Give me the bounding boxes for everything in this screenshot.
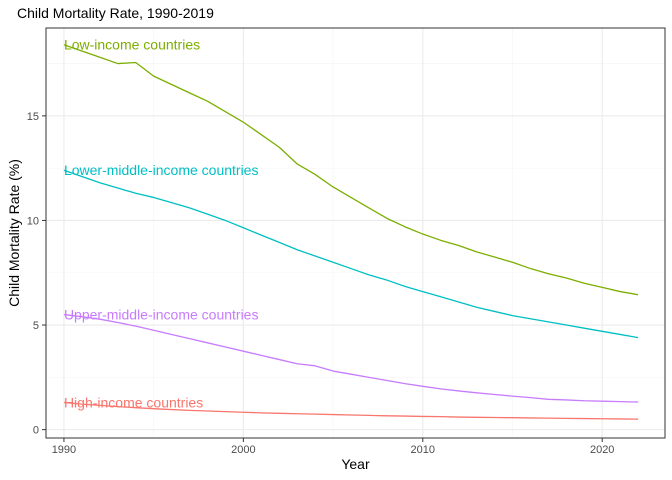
- series-line: [63, 313, 639, 403]
- y-axis: 0 5 10 15: [27, 111, 46, 437]
- x-tick-label: 1990: [52, 444, 76, 456]
- x-tick-label: 2010: [411, 444, 435, 456]
- y-tick-label: 10: [27, 215, 39, 227]
- series-label: Lower-middle-income countries: [64, 162, 259, 178]
- series-labels: Low-income countries Lower-middle-income …: [64, 37, 259, 411]
- series-line: [63, 401, 639, 420]
- series-label: Upper-middle-income countries: [64, 307, 259, 323]
- y-axis-title: Child Mortality Rate (%): [6, 159, 22, 307]
- gridlines: [46, 28, 665, 438]
- series-label: High-income countries: [64, 394, 203, 410]
- series-lines: [63, 44, 639, 420]
- y-tick-label: 0: [33, 425, 39, 437]
- y-tick-label: 15: [27, 111, 39, 123]
- plot-panel: Low-income countries Lower-middle-income …: [45, 27, 666, 439]
- series-label: Low-income countries: [64, 37, 200, 53]
- y-tick-label: 5: [33, 320, 39, 332]
- panel-border: [45, 27, 666, 439]
- series-line: [63, 44, 639, 296]
- x-tick-label: 2000: [231, 444, 255, 456]
- x-axis-title: Year: [341, 456, 370, 472]
- chart-title: Child Mortality Rate, 1990-2019: [17, 5, 214, 21]
- x-axis: 1990 2000 2010 2020: [52, 438, 614, 456]
- series-line: [63, 169, 639, 339]
- x-tick-label: 2020: [590, 444, 614, 456]
